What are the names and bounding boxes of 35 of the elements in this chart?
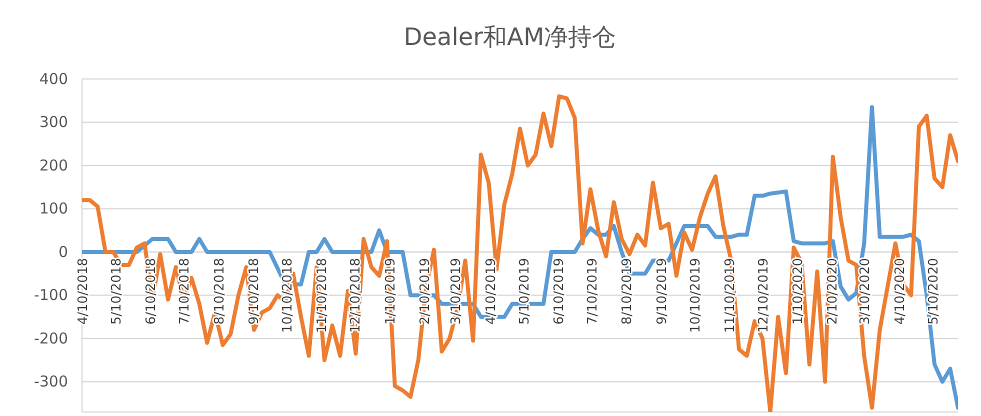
x-tick-label: 2/10/2020 <box>826 258 841 325</box>
chart-title: Dealer和AM净持仓 <box>404 23 616 51</box>
x-tick-label: 3/10/2019 <box>449 258 464 325</box>
y-tick-label: 100 <box>39 200 68 218</box>
y-tick-label: -300 <box>34 372 68 391</box>
x-tick-label: 1/10/2020 <box>791 258 806 325</box>
x-tick-label: 1/10/2019 <box>383 258 398 325</box>
y-tick-label: -100 <box>34 286 68 304</box>
x-tick-label: 5/10/2020 <box>926 258 942 325</box>
x-tick-label: 8/10/2018 <box>212 258 228 325</box>
x-tick-label: 12/10/2019 <box>756 258 772 333</box>
y-tick-label: -200 <box>34 329 68 348</box>
x-tick-label: 4/10/2018 <box>76 258 91 325</box>
x-tick-label: 7/10/2019 <box>586 258 601 325</box>
y-tick-label: 200 <box>39 156 68 174</box>
x-tick-label: 5/10/2018 <box>110 258 125 325</box>
x-tick-label: 6/10/2019 <box>552 258 567 325</box>
y-tick-label: 400 <box>39 70 68 88</box>
x-tick-label: 6/10/2018 <box>144 258 160 325</box>
x-tick-label: 5/10/2019 <box>517 258 532 325</box>
x-tick-label: 2/10/2019 <box>418 258 433 325</box>
x-tick-label: 3/10/2020 <box>858 258 874 325</box>
y-tick-label: 300 <box>39 113 68 132</box>
x-tick-label: 9/10/2018 <box>246 258 262 325</box>
x-tick-label: 8/10/2019 <box>620 258 636 325</box>
x-tick-label: 10/10/2018 <box>280 258 296 333</box>
x-tick-label: 9/10/2019 <box>654 258 670 325</box>
x-tick-label: 7/10/2018 <box>178 258 193 325</box>
x-tick-label: 11/10/2019 <box>722 258 738 333</box>
y-tick-label: 0 <box>58 242 68 261</box>
x-tick-label: 12/10/2018 <box>348 258 364 333</box>
x-tick-label: 11/10/2018 <box>315 258 330 333</box>
x-tick-label: 4/10/2019 <box>484 258 499 325</box>
x-tick-label: 4/10/2020 <box>892 258 908 325</box>
x-tick-label: 10/10/2019 <box>688 258 704 333</box>
